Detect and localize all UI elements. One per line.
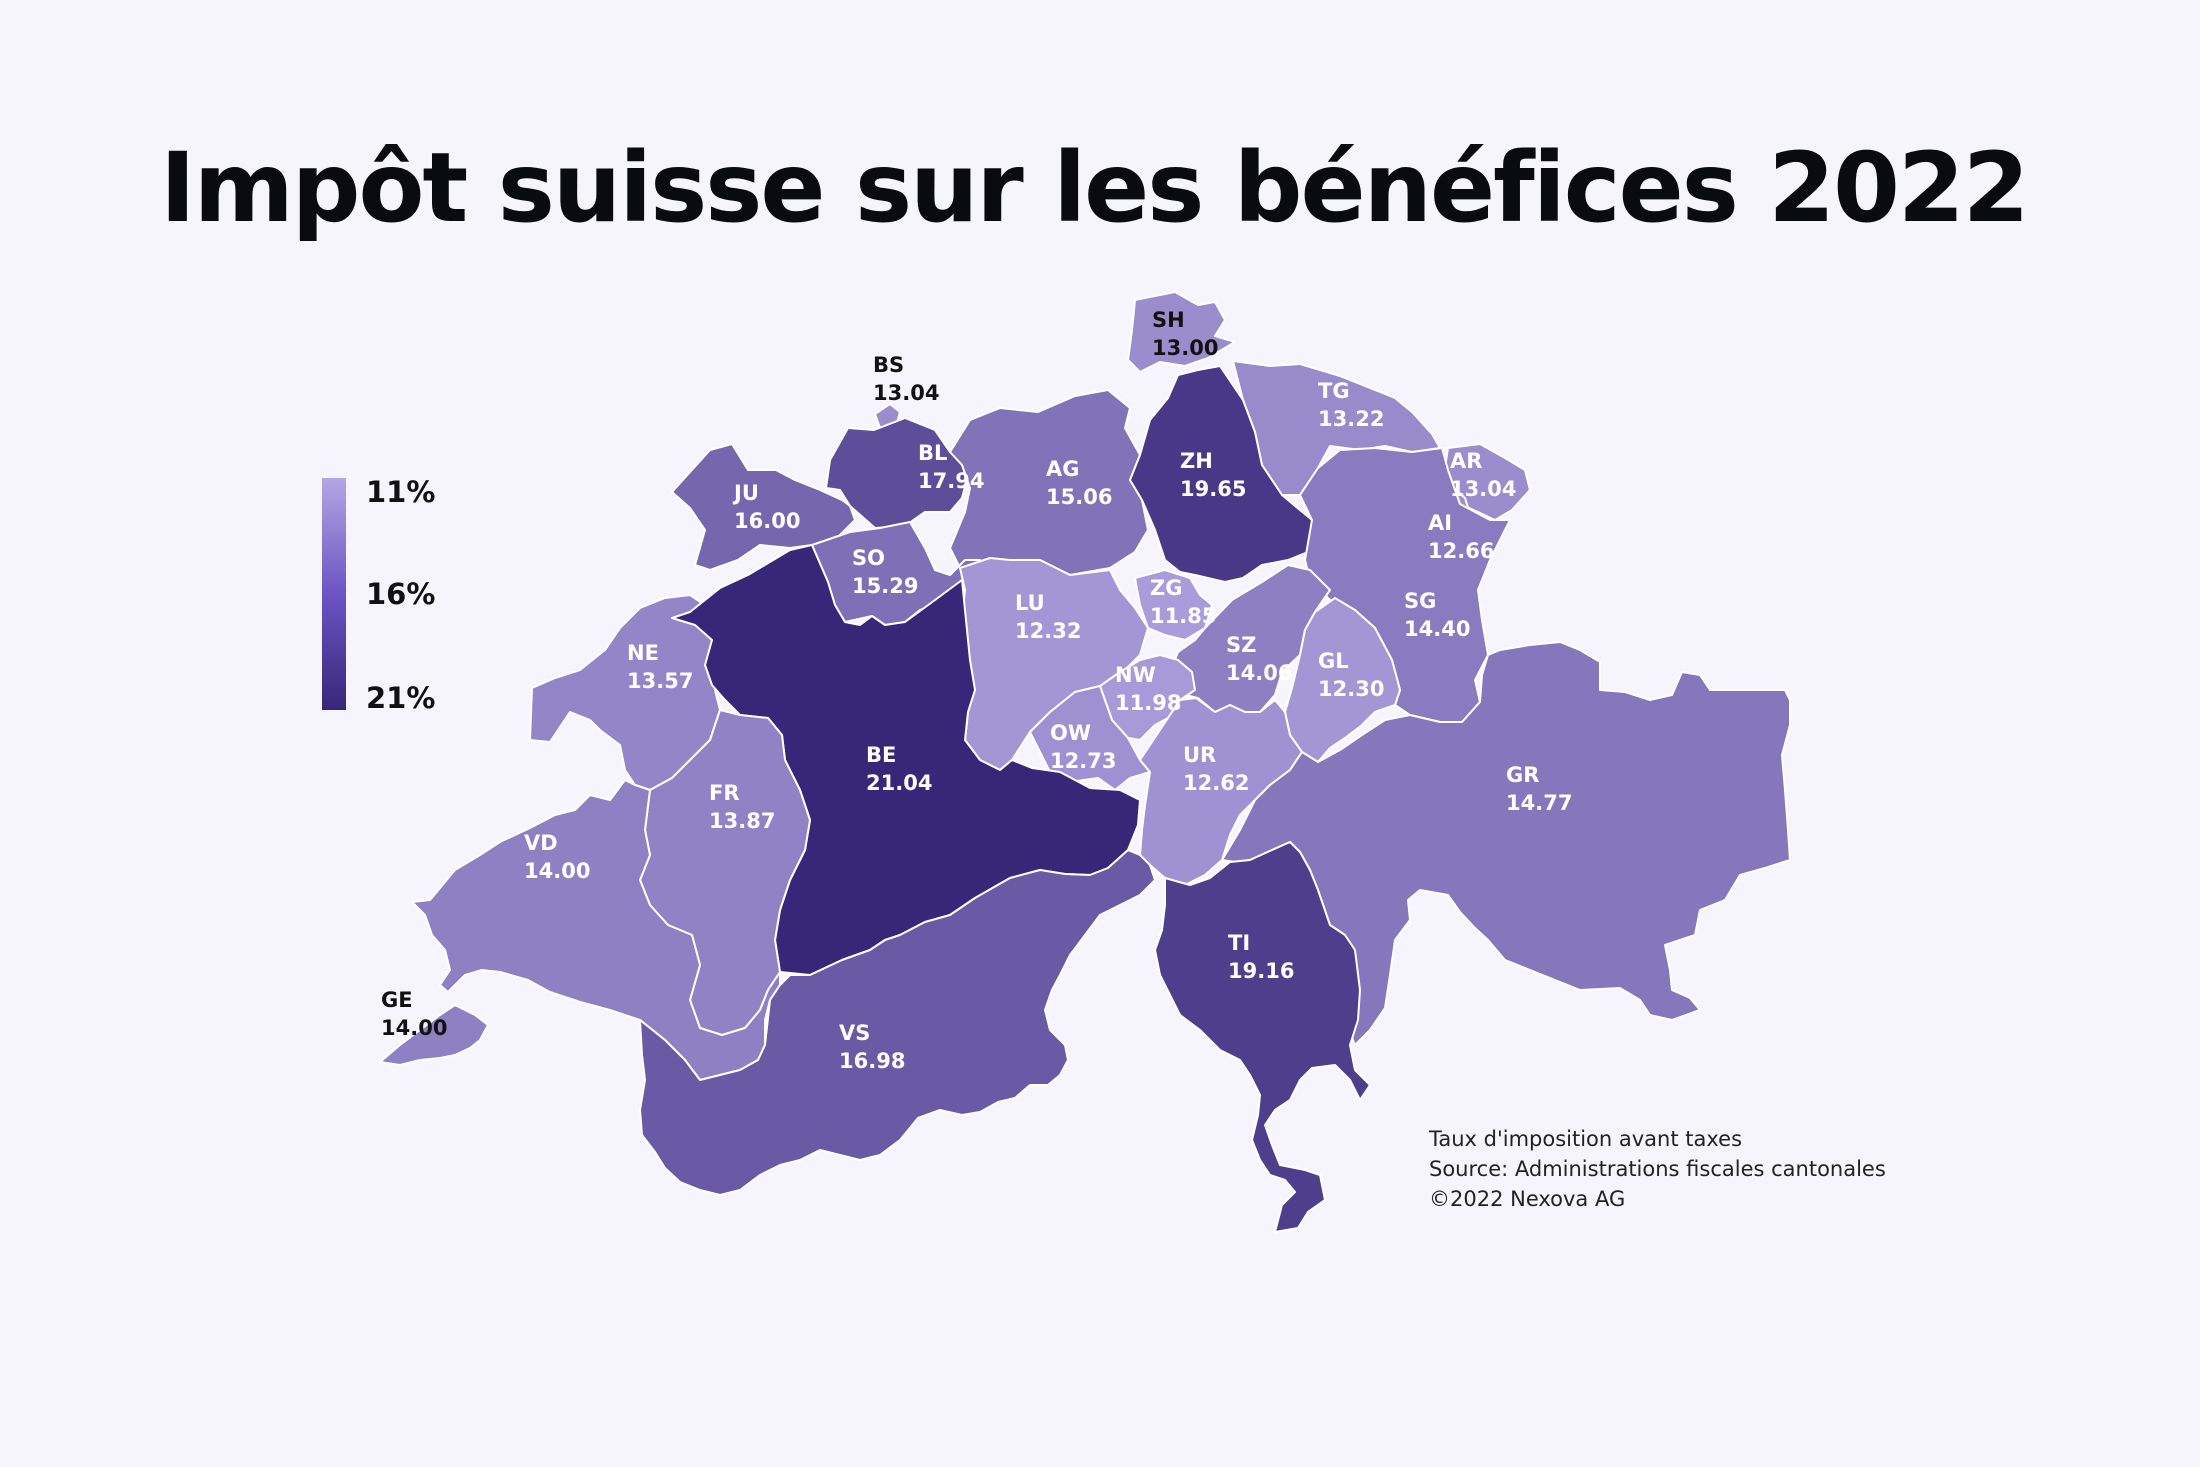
canton-bl[interactable] [825,417,973,529]
canton-value-label: 13.22 [1318,407,1384,431]
canton-code-label: TG [1318,379,1350,403]
canton-value-label: 15.29 [852,574,918,598]
canton-code-label: BL [918,441,947,465]
canton-value-label: 19.65 [1180,477,1246,501]
canton-value-label: 16.98 [839,1049,905,1073]
canton-value-label: 13.57 [627,669,693,693]
canton-value-label: 17.94 [918,469,984,493]
canton-code-label: SH [1152,308,1185,332]
canton-ge[interactable] [379,1004,489,1066]
canton-value-label: 12.62 [1183,771,1249,795]
canton-value-label: 14.40 [1404,617,1470,641]
canton-value-label: 14.00 [381,1016,447,1040]
canton-code-label: AI [1428,511,1452,535]
canton-code-label: SG [1404,589,1436,613]
canton-value-label: 11.98 [1115,691,1181,715]
canton-value-label: 12.73 [1050,749,1116,773]
canton-value-label: 11.85 [1150,604,1216,628]
canton-code-label: LU [1015,591,1045,615]
canton-value-label: 15.06 [1046,485,1112,509]
canton-code-label: FR [709,781,740,805]
canton-value-label: 13.04 [873,381,939,405]
canton-nw[interactable] [1099,654,1196,741]
canton-code-label: GE [381,988,413,1012]
canton-value-label: 21.04 [866,771,932,795]
canton-value-label: 12.32 [1015,619,1081,643]
canton-code-label: SO [852,546,885,570]
canton-value-label: 13.87 [709,809,775,833]
source-line-copyright: ©2022 Nexova AG [1429,1187,1626,1211]
canton-vd[interactable] [411,779,781,1081]
legend-label-mid: 16% [366,577,436,611]
canton-code-label: GL [1318,649,1349,673]
canton-code-label: OW [1050,721,1091,745]
source-note: Taux d'imposition avant taxes Source: Ad… [1429,1124,1886,1214]
canton-value-label: 19.16 [1228,959,1294,983]
canton-value-label: 12.66 [1428,539,1494,563]
canton-value-label: 13.00 [1152,336,1218,360]
canton-ti[interactable] [1154,841,1371,1233]
canton-value-label: 14.06 [1226,661,1292,685]
canton-code-label: BE [866,743,896,767]
canton-code-label: GR [1506,763,1539,787]
canton-code-label: SZ [1226,633,1256,657]
color-scale-bar [322,478,346,710]
legend-label-min: 11% [366,475,436,509]
canton-code-label: NE [627,641,659,665]
canton-value-label: 16.00 [734,509,800,533]
canton-value-label: 14.77 [1506,791,1572,815]
legend-label-max: 21% [366,681,436,715]
canton-code-label: VD [524,831,558,855]
canton-code-label: TI [1228,931,1250,955]
canton-sg[interactable] [1299,447,1511,723]
canton-code-label: AG [1046,457,1080,481]
canton-vs[interactable] [639,849,1156,1196]
source-line-source: Source: Administrations fiscales cantona… [1429,1157,1886,1181]
canton-gl[interactable] [1284,597,1401,763]
canton-value-label: 14.00 [524,859,590,883]
canton-code-label: VS [839,1021,870,1045]
canton-code-label: UR [1183,743,1216,767]
canton-gr[interactable] [1221,641,1791,1046]
canton-code-label: ZH [1180,449,1213,473]
canton-value-label: 13.04 [1450,477,1516,501]
canton-code-label: NW [1115,663,1156,687]
canton-code-label: ZG [1150,576,1182,600]
canton-code-label: BS [873,353,904,377]
color-scale-legend: 11% 16% 21% [322,475,442,715]
canton-value-label: 12.30 [1318,677,1384,701]
canton-code-label: AR [1450,449,1482,473]
map-title: Impôt suisse sur les bénéfices 2022 [160,132,2029,244]
canton-ag[interactable] [949,389,1149,576]
source-line-note: Taux d'imposition avant taxes [1429,1127,1743,1151]
canton-ju[interactable] [671,443,856,571]
canton-code-label: JU [732,481,759,505]
canton-sh[interactable] [1127,291,1236,373]
